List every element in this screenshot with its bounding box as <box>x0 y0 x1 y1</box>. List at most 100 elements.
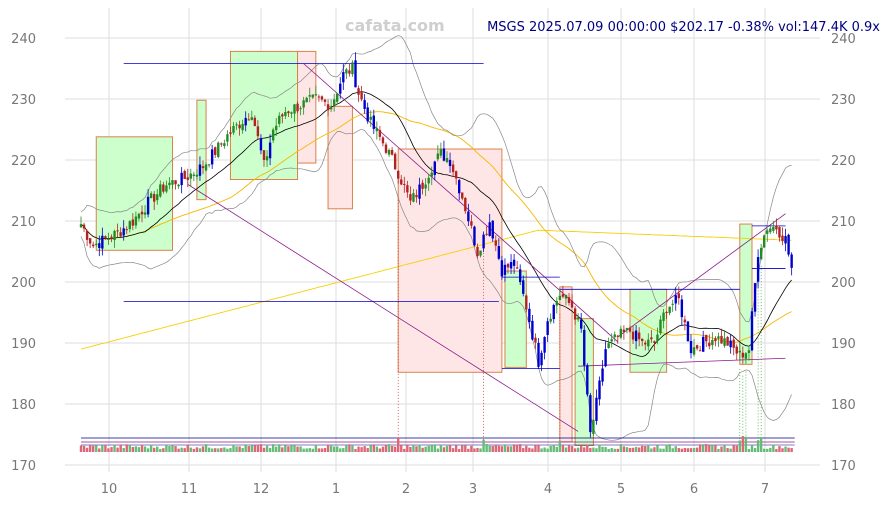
candle-body <box>717 336 720 339</box>
volume-bar <box>98 448 101 452</box>
volume-bar <box>732 445 735 452</box>
candle-body <box>390 150 394 155</box>
candle-body <box>271 129 275 141</box>
volume-bar <box>159 448 162 452</box>
candle-body <box>320 96 324 100</box>
volume-bar <box>412 445 415 452</box>
volume-bar <box>619 444 623 452</box>
candle-body <box>85 230 89 240</box>
candle-body <box>528 308 531 323</box>
candle-body <box>393 153 397 170</box>
volume-bar <box>607 448 610 452</box>
candle-body <box>92 244 95 247</box>
candle-body <box>744 353 748 359</box>
candle-body <box>775 225 778 230</box>
volume-bar <box>244 444 247 452</box>
volume-bar <box>598 444 601 452</box>
candle-body <box>363 100 366 109</box>
quote-header: MSGS 2025.07.09 00:00:00 $202.17 -0.38% … <box>487 20 880 35</box>
candle-body <box>592 419 595 434</box>
candle-body <box>302 100 305 108</box>
candle-body <box>580 319 583 329</box>
candle-body <box>223 143 226 147</box>
volume-bar <box>232 444 235 452</box>
candle-body <box>329 107 333 110</box>
candle-body <box>622 329 626 333</box>
candle-body <box>631 331 635 340</box>
volume-bar <box>421 447 424 452</box>
volume-bar <box>296 446 299 452</box>
volume-bar <box>238 446 241 452</box>
volume-bar <box>113 445 116 452</box>
candle-body <box>357 88 360 95</box>
volume-bar <box>403 448 406 452</box>
candle-body <box>729 340 732 348</box>
volume-bar <box>509 446 513 452</box>
volume-bar <box>372 444 375 452</box>
candle-body <box>204 164 208 171</box>
volume-bar <box>738 440 741 452</box>
candle-body <box>207 164 211 166</box>
up-range-box <box>504 270 527 368</box>
candle-body <box>781 235 784 242</box>
candle-body <box>451 164 455 173</box>
candle-body <box>534 337 537 343</box>
candle-body <box>210 149 214 165</box>
candle-body <box>613 334 616 338</box>
volume-bar <box>101 445 104 452</box>
volume-bar <box>595 448 598 452</box>
candle-body <box>119 232 122 237</box>
volume-bar <box>174 446 177 452</box>
volume-bar <box>695 447 699 452</box>
candle-body <box>769 228 772 233</box>
volume-bar <box>726 448 729 452</box>
candle-body <box>287 111 290 114</box>
volume-bar <box>674 446 677 452</box>
volume-bar <box>555 446 558 452</box>
volume-bar <box>336 446 339 452</box>
volume-bar <box>461 445 464 452</box>
candle-body <box>290 112 293 114</box>
candle-body <box>220 143 223 145</box>
volume-bar <box>149 444 153 452</box>
volume-bar <box>220 448 223 452</box>
candle-body <box>519 269 522 283</box>
x-tick-label: 11 <box>181 482 198 497</box>
candle-body <box>317 96 321 98</box>
volume-bar <box>470 445 473 452</box>
candle-body <box>747 350 751 354</box>
candle-body <box>692 347 696 355</box>
volume-bar <box>186 444 189 452</box>
candle-body <box>695 345 699 349</box>
candle-body <box>195 174 199 177</box>
volume-bar <box>723 444 726 452</box>
volume-bar <box>104 445 107 452</box>
candle-body <box>546 321 549 335</box>
candle-body <box>497 246 501 259</box>
volume-bar <box>506 446 510 452</box>
candle-body <box>595 397 598 421</box>
candle-body <box>445 158 449 163</box>
candle-body <box>772 226 775 231</box>
watermark: cafata.com <box>345 16 445 35</box>
volume-bar <box>546 448 549 452</box>
x-tick-label: 7 <box>761 482 769 497</box>
volume-bar <box>464 445 467 452</box>
candle-body <box>634 330 638 342</box>
indicator-layer <box>80 35 792 448</box>
candle-body <box>299 108 302 110</box>
volume-bar <box>467 448 470 452</box>
volume-bar <box>424 446 427 452</box>
candle-body <box>564 294 568 299</box>
candle-body <box>235 124 238 126</box>
volume-bar <box>299 446 302 452</box>
volume-bar <box>323 447 327 452</box>
candle-body <box>262 150 266 160</box>
volume-bar <box>650 448 653 452</box>
up-range-box <box>739 223 753 365</box>
candle-body <box>421 182 424 189</box>
volume-bar <box>601 446 604 452</box>
volume-bar <box>790 448 793 452</box>
